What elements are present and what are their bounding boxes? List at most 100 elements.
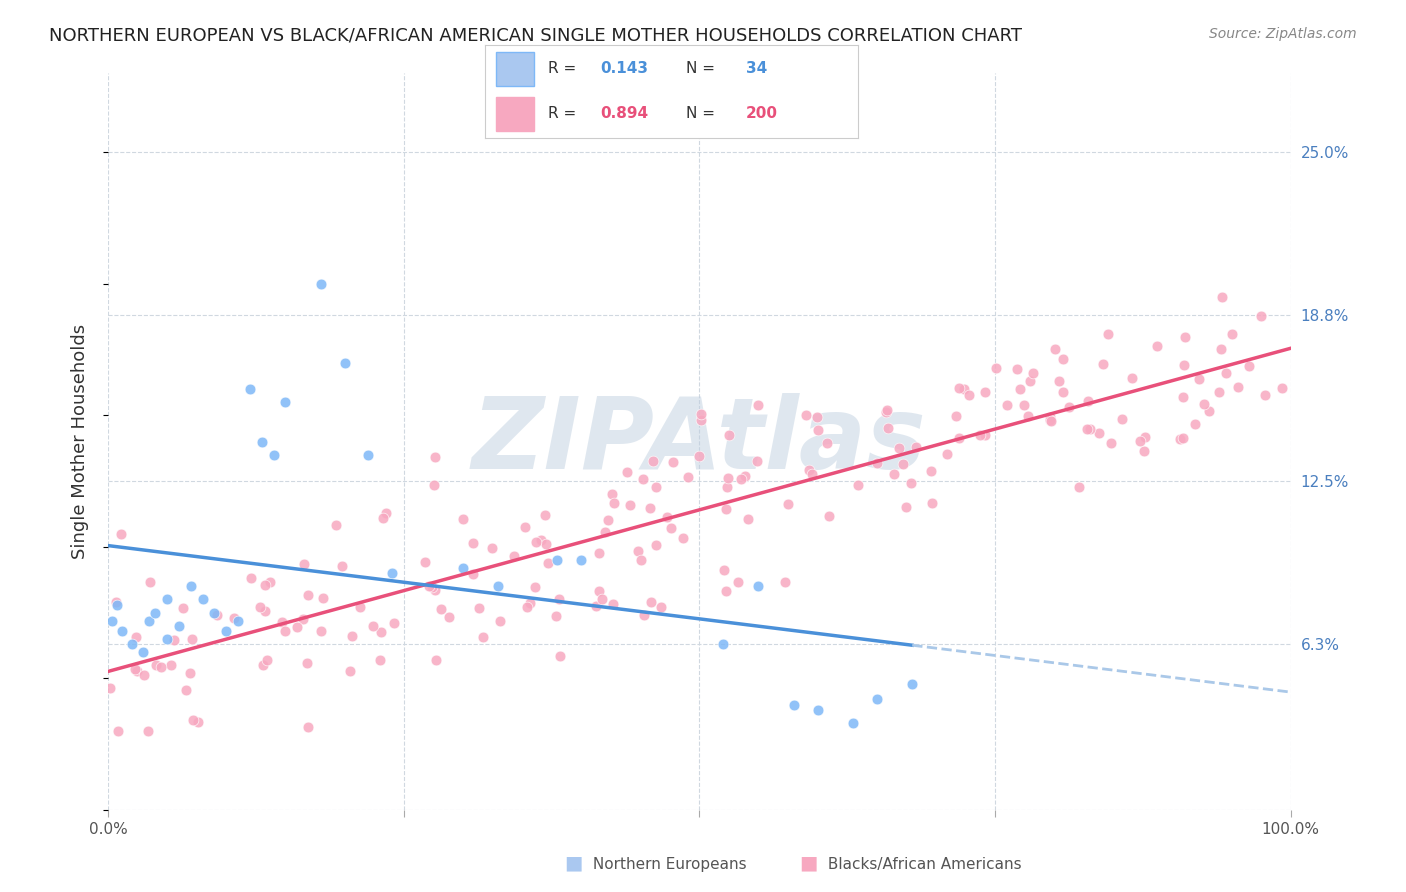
Point [716, 480, 738, 494]
Point [1014, 398, 1036, 412]
Point [1271, 380, 1294, 394]
Point [292, 558, 315, 572]
Point [250, 434, 273, 449]
Point [641, 454, 664, 468]
Point [254, 604, 277, 618]
Point [204, 606, 226, 620]
Point [973, 384, 995, 399]
Point [107, 598, 129, 612]
Point [127, 664, 149, 678]
Point [1215, 366, 1237, 380]
Point [375, 506, 398, 520]
Point [205, 607, 228, 622]
Point [370, 624, 392, 639]
Point [1088, 425, 1111, 440]
Point [136, 724, 159, 739]
Point [1239, 359, 1261, 373]
Point [1017, 409, 1039, 424]
Point [1076, 422, 1098, 436]
Point [463, 566, 485, 581]
Point [530, 533, 553, 547]
Point [644, 480, 666, 494]
Point [139, 574, 162, 589]
Point [616, 465, 638, 479]
Point [311, 624, 333, 638]
Point [936, 447, 959, 461]
Point [373, 511, 395, 525]
Point [640, 595, 662, 609]
Text: ZIPAtlas: ZIPAtlas [472, 393, 927, 490]
Point [714, 584, 737, 599]
Point [503, 549, 526, 563]
Point [776, 497, 799, 511]
Point [1069, 480, 1091, 494]
Point [974, 428, 997, 442]
Point [904, 440, 927, 454]
Point [423, 477, 446, 491]
Point [690, 407, 713, 421]
Point [896, 500, 918, 514]
Point [1099, 436, 1122, 450]
Point [125, 630, 148, 644]
Text: 200: 200 [745, 106, 778, 121]
Point [110, 527, 132, 541]
Point [111, 624, 134, 638]
Point [297, 720, 319, 734]
Point [181, 714, 204, 728]
Point [253, 578, 276, 592]
Point [239, 571, 262, 585]
Point [1097, 327, 1119, 342]
Point [1039, 410, 1062, 425]
Point [901, 676, 924, 690]
Point [734, 469, 756, 483]
Point [468, 601, 491, 615]
Point [846, 478, 869, 492]
Point [423, 450, 446, 465]
Point [422, 580, 444, 594]
Point [1168, 432, 1191, 446]
Point [730, 472, 752, 486]
Point [1047, 374, 1070, 388]
Point [1184, 417, 1206, 431]
Point [453, 512, 475, 526]
Text: N =: N = [686, 106, 716, 121]
Point [519, 596, 541, 610]
Point [1052, 351, 1074, 366]
Point [249, 600, 271, 615]
Point [361, 619, 384, 633]
Point [1174, 330, 1197, 344]
Text: 0.143: 0.143 [600, 62, 648, 77]
Point [678, 470, 700, 484]
Point [451, 561, 474, 575]
Point [921, 496, 943, 510]
Point [1039, 413, 1062, 427]
Point [295, 656, 318, 670]
Point [1039, 415, 1062, 429]
Point [737, 512, 759, 526]
Point [1052, 384, 1074, 399]
Point [357, 448, 380, 462]
Point [256, 653, 278, 667]
Point [172, 601, 194, 615]
Point [640, 500, 662, 515]
Point [655, 509, 678, 524]
Point [159, 657, 181, 672]
Point [585, 599, 607, 613]
Point [550, 648, 572, 663]
Point [382, 615, 405, 630]
Point [818, 508, 841, 523]
Point [546, 553, 568, 567]
Point [516, 599, 538, 614]
Point [997, 398, 1019, 412]
Point [1111, 412, 1133, 426]
Point [593, 524, 616, 539]
Point [592, 592, 614, 607]
Point [1022, 366, 1045, 380]
Point [124, 662, 146, 676]
Point [1173, 358, 1195, 372]
Point [180, 579, 202, 593]
Point [149, 659, 172, 673]
Point [727, 574, 749, 589]
Point [716, 502, 738, 516]
Point [807, 703, 830, 717]
